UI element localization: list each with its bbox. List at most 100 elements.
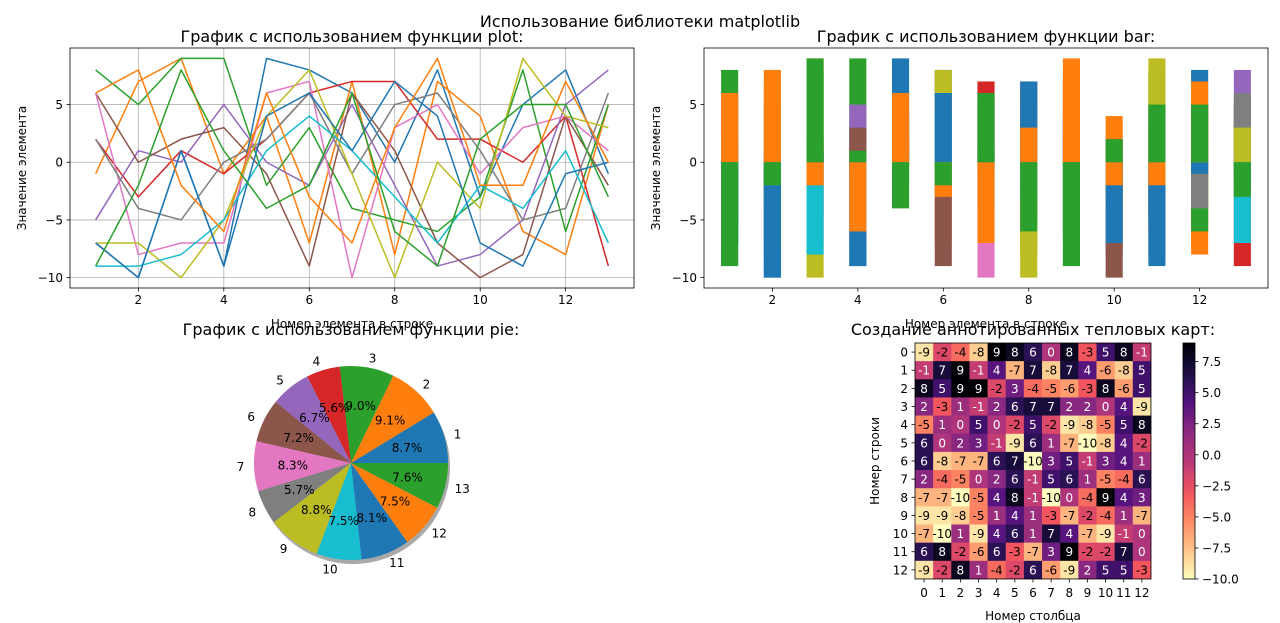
heat-cell-r10-c10: [1096, 524, 1115, 543]
bar-s12-c1: [721, 93, 739, 163]
bar-chart-panel: 2 4 6 8 10 12 −10 −5 0 5 График с использованием ф…: [649, 27, 1269, 331]
heat-cell-r9-c9: [1078, 506, 1097, 525]
heat-cell-value: 0: [1047, 346, 1055, 360]
heat-cell-value: 2: [993, 400, 1001, 414]
heat-cell-value: -9: [918, 563, 930, 577]
heat-cell-value: 3: [1047, 454, 1055, 468]
colorbar-tick-label: −10.0: [1202, 573, 1239, 587]
col-label: 6: [1029, 586, 1037, 600]
heat-cell-value: 5: [1138, 364, 1146, 378]
heat-cell-value: 0: [938, 436, 946, 450]
heat-cell-value: 1: [1047, 436, 1055, 450]
heat-cell-value: -9: [1100, 527, 1112, 541]
heat-cell-r8-c2: [951, 488, 970, 507]
heat-cell-r3-c9: [1078, 397, 1097, 416]
y-tick-label: −5: [679, 213, 697, 227]
axes-frame: [69, 47, 635, 289]
heat-cell-r0-c10: [1096, 343, 1115, 362]
line-series-11: [95, 80, 609, 279]
pie-pct-9: 8.8%: [301, 503, 332, 517]
heat-cell-value: 9: [957, 364, 965, 378]
heat-cell-value: 5: [975, 418, 983, 432]
heat-cell-r4-c5: [1005, 415, 1025, 435]
heat-cell-r0-c12: [1132, 343, 1152, 362]
heat-cell-value: 2: [920, 400, 928, 414]
heat-cell-value: -1: [1081, 454, 1093, 468]
heat-cell-r1-c9: [1078, 361, 1097, 380]
heat-cell-r2-c0: [915, 379, 934, 398]
heat-cell-r6-c7: [1042, 451, 1061, 471]
heat-cell-value: -8: [1045, 364, 1057, 378]
heat-cell-r3-c7: [1042, 397, 1061, 416]
heat-cell-value: 8: [920, 382, 928, 396]
heat-cell-value: -6: [973, 545, 985, 559]
bar-s12-c5: [892, 93, 910, 163]
row-label: 3: [900, 400, 908, 414]
col-label: 7: [1047, 586, 1055, 600]
x-axis-label: Номер столбца: [985, 609, 1081, 623]
heat-cell-r1-c10: [1096, 361, 1115, 380]
pie-label-4: 4: [313, 354, 321, 368]
heat-cell-r5-c7: [1042, 433, 1061, 453]
heat-cell-r8-c1: [933, 488, 952, 507]
heat-cell-value: 3: [975, 436, 983, 450]
bar-s9-c13: [1233, 127, 1251, 163]
heat-cell-value: -9: [1136, 400, 1148, 414]
colorbar-tick-label: 7.5: [1202, 355, 1221, 369]
row-label: 10: [893, 527, 908, 541]
heat-cell-r9-c5: [1005, 506, 1025, 525]
heat-cell-value: -7: [973, 454, 985, 468]
heat-cell-r5-c12: [1132, 433, 1152, 453]
heat-cell-value: -7: [918, 527, 930, 541]
heat-cell-r9-c3: [969, 506, 988, 525]
heat-cell-r10-c2: [951, 524, 970, 543]
pie-pct-2: 9.1%: [375, 413, 406, 427]
pie-slice-5: [275, 376, 351, 463]
heat-cell-value: -8: [954, 509, 966, 523]
plot-area: [721, 58, 1251, 278]
heat-cell-r11-c5: [1005, 542, 1025, 562]
heat-cell-value: 1: [1029, 527, 1037, 541]
axes-frame: [703, 47, 1269, 289]
figure-suptitle: Использование библиотеки matplotlib: [480, 12, 800, 31]
heat-cell-value: -10: [1023, 454, 1043, 468]
heat-cell-r7-c10: [1096, 470, 1115, 489]
bar-s13-c8: [1020, 162, 1038, 232]
pie-pct-3: 9.0%: [345, 399, 376, 413]
bar-s13-c1: [721, 162, 739, 267]
pie-pct-13: 7.6%: [392, 470, 423, 484]
heat-cell-r5-c10: [1096, 433, 1115, 453]
heat-cell-r0-c8: [1060, 343, 1079, 362]
heat-cell-r6-c0: [915, 451, 934, 471]
heat-cell-value: 6: [1029, 436, 1037, 450]
heat-cell-r10-c8: [1060, 524, 1079, 543]
heat-cell-value: -3: [1009, 545, 1021, 559]
heat-cell-r7-c8: [1060, 470, 1079, 489]
heat-cell-r9-c10: [1096, 506, 1115, 525]
heat-cell-value: 7: [1029, 364, 1037, 378]
heat-cell-r5-c4: [987, 433, 1007, 453]
pie-label-5: 5: [276, 374, 284, 388]
heat-cell-r11-c8: [1060, 542, 1079, 562]
heat-cell-r7-c3: [969, 470, 988, 489]
heat-cell-r0-c11: [1114, 343, 1134, 362]
bar-s13-c11: [1148, 104, 1166, 163]
col-label: 0: [920, 586, 928, 600]
heat-cell-r7-c9: [1078, 470, 1097, 489]
heat-cell-r6-c2: [951, 451, 970, 471]
heat-cell-r4-c7: [1042, 415, 1061, 435]
heat-cell-value: -8: [973, 346, 985, 360]
heat-cell-r0-c3: [969, 343, 988, 362]
heat-cell-value: 4: [993, 491, 1001, 505]
heat-cell-value: -5: [1100, 473, 1112, 487]
heat-cell-value: 7: [1029, 400, 1037, 414]
heat-cell-r0-c9: [1078, 343, 1097, 362]
heat-cell-value: 7: [1047, 527, 1055, 541]
heat-cell-value: -3: [1045, 509, 1057, 523]
heat-cell-r2-c2: [951, 379, 970, 398]
heat-cell-value: 3: [1138, 491, 1146, 505]
heat-cell-value: -9: [936, 509, 948, 523]
heat-cell-r6-c11: [1114, 451, 1134, 471]
bar-s11-c11: [1148, 162, 1166, 267]
